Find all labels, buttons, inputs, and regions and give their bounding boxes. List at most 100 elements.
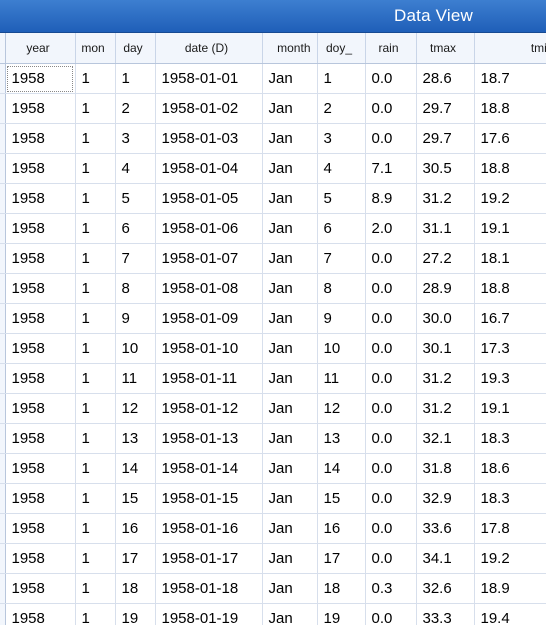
cell-date[interactable]: 1958-01-18: [155, 573, 263, 604]
cell-date[interactable]: 1958-01-05: [155, 183, 263, 214]
cell-doy[interactable]: 16: [317, 513, 366, 544]
cell-year[interactable]: 1958: [4, 543, 76, 574]
cell-month[interactable]: Jan: [262, 183, 318, 214]
cell-rain[interactable]: 0.0: [365, 303, 417, 334]
cell-date[interactable]: 1958-01-07: [155, 243, 263, 274]
cell-year[interactable]: 1958: [4, 93, 76, 124]
cell-mon[interactable]: 1: [75, 543, 116, 574]
cell-year[interactable]: 1958: [4, 213, 76, 244]
cell-date[interactable]: 1958-01-06: [155, 213, 263, 244]
table-row[interactable]: 1958 1 14 1958-01-14 Jan 14 0.0 31.8 18.6: [0, 453, 546, 484]
cell-year[interactable]: 1958: [4, 333, 76, 364]
cell-rain[interactable]: 0.0: [365, 453, 417, 484]
table-row[interactable]: 1958 1 16 1958-01-16 Jan 16 0.0 33.6 17.8: [0, 513, 546, 544]
cell-day[interactable]: 17: [115, 543, 156, 574]
cell-tmax[interactable]: 33.6: [416, 513, 475, 544]
cell-tmin[interactable]: 18.3: [474, 483, 546, 514]
cell-rain[interactable]: 0.0: [365, 243, 417, 274]
column-header-mon[interactable]: mon: [75, 33, 116, 64]
cell-tmax[interactable]: 28.6: [416, 63, 475, 94]
cell-tmin[interactable]: 18.9: [474, 573, 546, 604]
cell-year[interactable]: 1958: [4, 153, 76, 184]
cell-doy[interactable]: 4: [317, 153, 366, 184]
cell-tmax[interactable]: 32.1: [416, 423, 475, 454]
cell-tmin[interactable]: 17.6: [474, 123, 546, 154]
column-header-month[interactable]: month: [262, 33, 318, 64]
cell-tmax[interactable]: 29.7: [416, 93, 475, 124]
table-row[interactable]: 1958 1 13 1958-01-13 Jan 13 0.0 32.1 18.3: [0, 423, 546, 454]
cell-date[interactable]: 1958-01-02: [155, 93, 263, 124]
cell-year[interactable]: 1958: [4, 573, 76, 604]
cell-tmax[interactable]: 30.5: [416, 153, 475, 184]
cell-day[interactable]: 12: [115, 393, 156, 424]
cell-doy[interactable]: 2: [317, 93, 366, 124]
table-row[interactable]: 1958 1 10 1958-01-10 Jan 10 0.0 30.1 17.3: [0, 333, 546, 364]
table-row[interactable]: 1958 1 11 1958-01-11 Jan 11 0.0 31.2 19.3: [0, 363, 546, 394]
cell-month[interactable]: Jan: [262, 273, 318, 304]
cell-doy[interactable]: 3: [317, 123, 366, 154]
cell-tmax[interactable]: 31.2: [416, 393, 475, 424]
column-header-tmax[interactable]: tmax: [416, 33, 475, 64]
cell-date[interactable]: 1958-01-08: [155, 273, 263, 304]
table-row[interactable]: 1958 1 18 1958-01-18 Jan 18 0.3 32.6 18.9: [0, 573, 546, 604]
cell-tmax[interactable]: 32.6: [416, 573, 475, 604]
table-row[interactable]: 1958 1 1 1958-01-01 Jan 1 0.0 28.6 18.7: [0, 63, 546, 94]
cell-rain[interactable]: 0.0: [365, 273, 417, 304]
cell-doy[interactable]: 8: [317, 273, 366, 304]
cell-tmin[interactable]: 18.8: [474, 93, 546, 124]
column-header-year[interactable]: year: [5, 33, 76, 64]
cell-day[interactable]: 18: [115, 573, 156, 604]
cell-month[interactable]: Jan: [262, 483, 318, 514]
cell-rain[interactable]: 0.0: [365, 603, 417, 625]
column-header-date[interactable]: date (D): [155, 33, 263, 64]
cell-year[interactable]: 1958: [4, 183, 76, 214]
cell-year[interactable]: 1958: [4, 303, 76, 334]
cell-year[interactable]: 1958: [4, 483, 76, 514]
cell-day[interactable]: 16: [115, 513, 156, 544]
cell-doy[interactable]: 18: [317, 573, 366, 604]
cell-doy[interactable]: 6: [317, 213, 366, 244]
cell-month[interactable]: Jan: [262, 123, 318, 154]
cell-day[interactable]: 15: [115, 483, 156, 514]
cell-day[interactable]: 13: [115, 423, 156, 454]
table-row[interactable]: 1958 1 15 1958-01-15 Jan 15 0.0 32.9 18.3: [0, 483, 546, 514]
cell-month[interactable]: Jan: [262, 453, 318, 484]
cell-mon[interactable]: 1: [75, 393, 116, 424]
cell-mon[interactable]: 1: [75, 513, 116, 544]
table-row[interactable]: 1958 1 12 1958-01-12 Jan 12 0.0 31.2 19.1: [0, 393, 546, 424]
cell-mon[interactable]: 1: [75, 183, 116, 214]
cell-tmin[interactable]: 19.1: [474, 393, 546, 424]
cell-doy[interactable]: 13: [317, 423, 366, 454]
cell-month[interactable]: Jan: [262, 543, 318, 574]
cell-date[interactable]: 1958-01-12: [155, 393, 263, 424]
cell-tmax[interactable]: 28.9: [416, 273, 475, 304]
cell-tmax[interactable]: 29.7: [416, 123, 475, 154]
cell-rain[interactable]: 0.0: [365, 393, 417, 424]
cell-month[interactable]: Jan: [262, 333, 318, 364]
cell-year[interactable]: 1958: [4, 243, 76, 274]
data-grid[interactable]: year mon day date (D) month doy_ rain tm…: [0, 33, 546, 625]
cell-tmax[interactable]: 31.1: [416, 213, 475, 244]
cell-doy[interactable]: 1: [317, 63, 366, 94]
cell-tmax[interactable]: 32.9: [416, 483, 475, 514]
cell-doy[interactable]: 14: [317, 453, 366, 484]
cell-tmin[interactable]: 19.2: [474, 543, 546, 574]
cell-date[interactable]: 1958-01-19: [155, 603, 263, 625]
cell-year[interactable]: 1958: [4, 453, 76, 484]
cell-tmin[interactable]: 18.6: [474, 453, 546, 484]
cell-tmin[interactable]: 19.3: [474, 363, 546, 394]
cell-date[interactable]: 1958-01-15: [155, 483, 263, 514]
cell-rain[interactable]: 0.0: [365, 93, 417, 124]
cell-rain[interactable]: 0.0: [365, 483, 417, 514]
cell-month[interactable]: Jan: [262, 513, 318, 544]
cell-month[interactable]: Jan: [262, 603, 318, 625]
cell-day[interactable]: 1: [115, 63, 156, 94]
cell-mon[interactable]: 1: [75, 273, 116, 304]
cell-date[interactable]: 1958-01-14: [155, 453, 263, 484]
cell-mon[interactable]: 1: [75, 483, 116, 514]
cell-tmax[interactable]: 31.2: [416, 183, 475, 214]
table-row[interactable]: 1958 1 19 1958-01-19 Jan 19 0.0 33.3 19.4: [0, 603, 546, 625]
cell-month[interactable]: Jan: [262, 303, 318, 334]
cell-mon[interactable]: 1: [75, 243, 116, 274]
cell-mon[interactable]: 1: [75, 603, 116, 625]
